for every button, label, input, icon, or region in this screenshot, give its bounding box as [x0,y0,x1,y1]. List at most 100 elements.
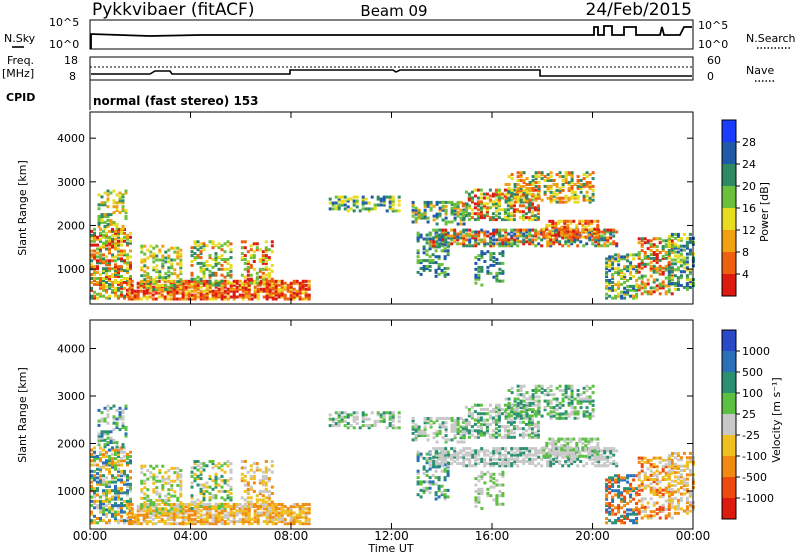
velocity-cell [519,403,523,407]
power-cell [543,175,547,179]
velocity-cell [552,406,556,410]
velocity-cell [588,395,592,399]
power-cell [340,195,344,199]
power-cell [486,250,490,254]
power-cell [425,267,429,270]
velocity-cell [519,416,523,420]
velocity-cell [480,457,484,461]
power-cell [679,276,683,280]
velocity-cell [249,474,253,478]
power-cell [121,199,125,203]
velocity-cell [93,463,96,467]
velocity-cell [149,509,153,513]
velocity-cell [485,427,489,431]
power-cell [117,229,120,233]
power-cell [411,210,415,214]
power-cell [623,257,627,261]
velocity-cell [111,465,114,469]
power-cell [280,285,284,289]
power-cell [591,234,595,238]
power-cell [579,183,583,186]
power-cell [516,238,520,242]
velocity-cell [190,507,194,510]
power-cell [434,255,438,259]
power-cell [614,267,618,271]
velocity-cell [494,427,498,431]
power-cell [474,242,478,246]
velocity-cell [193,466,197,470]
power-cell [528,240,532,244]
velocity-cell [267,494,271,498]
velocity-cell [97,436,101,440]
power-cell [551,227,555,231]
power-cell [114,273,117,277]
velocity-cell [108,502,111,505]
velocity-cell [117,497,120,501]
power-cell [118,195,122,199]
velocity-cell [498,449,502,453]
power-cell [632,253,636,257]
power-cell [570,238,574,242]
power-cell [492,238,496,242]
power-cell [536,192,540,196]
velocity-cell [155,511,159,515]
power-cell [673,250,677,254]
power-cell [540,230,544,234]
velocity-cell [555,457,559,461]
power-cell [564,177,568,181]
power-cell [629,277,633,280]
velocity-cell [100,436,104,440]
power-cell [632,288,636,292]
power-cell [100,213,104,217]
velocity-cell [103,430,107,434]
velocity-cell [443,493,447,497]
velocity-cell [226,513,230,517]
velocity-cell [534,451,538,455]
velocity-cell [111,457,114,461]
velocity-cell [525,455,529,459]
velocity-cell [190,485,194,489]
velocity-cell [108,484,111,488]
velocity-cell [214,505,218,509]
power-cell [425,259,429,263]
velocity-cell [123,499,126,503]
velocity-cell [507,460,511,463]
velocity-cell [528,462,532,466]
power-cell [114,243,117,247]
velocity-cell [102,455,105,458]
velocity-cell [536,429,540,433]
power-cell [161,244,165,248]
velocity-cell [167,511,171,515]
power-cell [117,241,120,245]
velocity-cell [480,449,484,453]
power-cell [664,251,668,254]
power-cell [111,288,114,292]
power-cell [489,256,493,260]
power-cell [679,258,683,262]
velocity-cell [184,517,188,521]
power-cell [343,203,347,207]
velocity-cell [476,416,480,420]
power-cell [152,252,156,256]
power-cell [450,202,454,206]
power-cell [205,287,209,291]
power-cell [597,242,601,246]
power-cell [676,232,680,236]
power-cell [444,216,448,220]
power-cell [593,235,597,239]
velocity-cell [446,488,450,492]
power-cell [205,244,209,248]
velocity-cell [176,498,180,502]
power-cell [501,244,505,248]
power-cell [298,281,302,285]
velocity-cell [169,505,173,509]
velocity-cell [90,512,93,516]
power-cell [467,212,471,216]
power-cell [552,238,556,242]
power-cell [661,272,665,276]
power-cell [240,281,244,285]
power-cell [575,235,579,239]
velocity-cell [103,419,107,423]
power-cell [267,258,271,261]
velocity-cell [283,520,287,524]
